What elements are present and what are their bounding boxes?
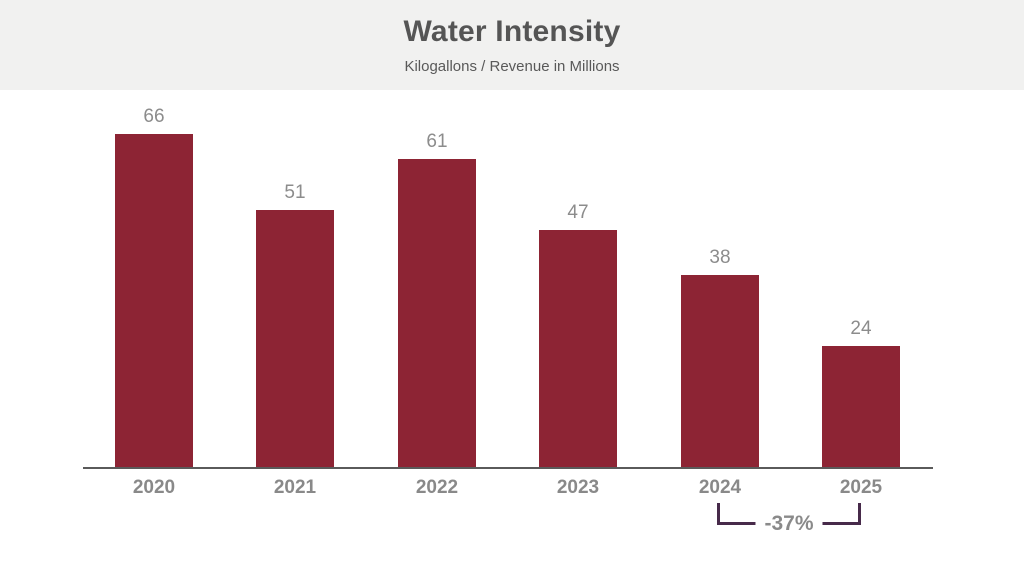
x-axis-tick-label: 2025 [839, 477, 883, 498]
bar [256, 210, 334, 467]
bar [398, 159, 476, 467]
chart-subtitle: Kilogallons / Revenue in Millions [404, 58, 620, 75]
x-axis-tick-label: 2020 [132, 477, 176, 498]
bar-value-label: 61 [426, 131, 448, 152]
bar-chart: -37% 66 2020 51 2021 61 2022 47 2023 38 2024 24 202… [0, 90, 1024, 576]
bar-value-label: 66 [143, 106, 165, 127]
bar-value-label: 24 [850, 318, 872, 339]
x-axis-tick-label: 2024 [698, 477, 742, 498]
bar [822, 346, 900, 467]
bar [539, 230, 617, 467]
bar-value-label: 47 [567, 202, 589, 223]
x-axis-tick-label: 2021 [273, 477, 317, 498]
bar [115, 134, 193, 467]
change-label: -37% [755, 512, 823, 536]
bar-value-label: 51 [284, 182, 306, 203]
x-axis-line [83, 467, 933, 469]
bar [681, 275, 759, 467]
x-axis-tick-label: 2023 [556, 477, 600, 498]
chart-title: Water Intensity [403, 15, 621, 48]
x-axis-tick-label: 2022 [415, 477, 459, 498]
chart-header: Water Intensity Kilogallons / Revenue in… [0, 0, 1024, 90]
bar-value-label: 38 [709, 247, 731, 268]
change-bracket: -37% [717, 503, 861, 536]
